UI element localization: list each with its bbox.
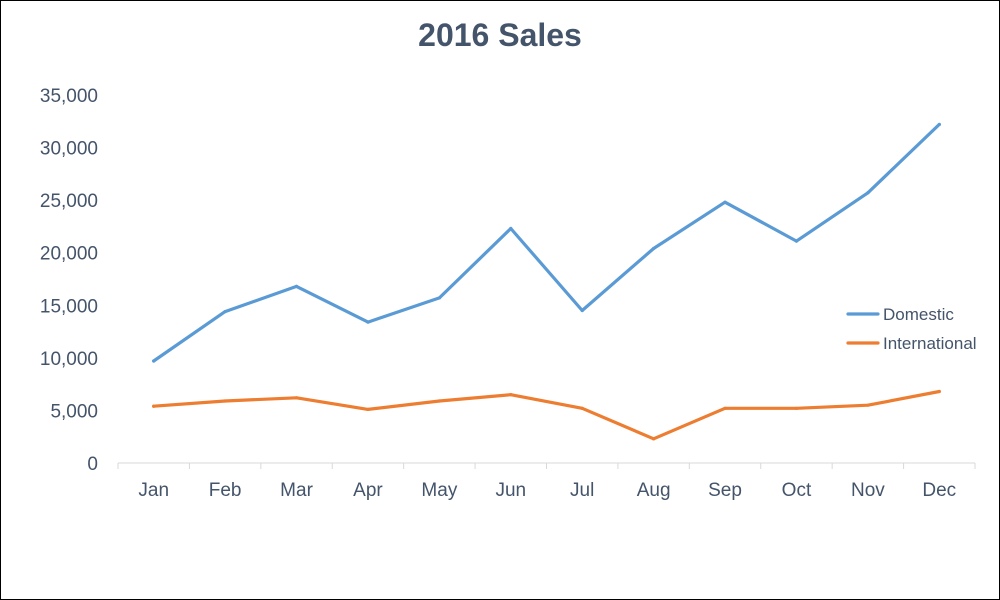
series-line-international <box>152 389 941 441</box>
y-tick-label: 20,000 <box>40 244 98 265</box>
y-tick-label: 35,000 <box>40 86 98 107</box>
x-tick-label: Sep <box>708 480 742 501</box>
data-point-domestic <box>580 308 584 313</box>
y-tick-label: 15,000 <box>40 296 98 317</box>
data-point-domestic <box>794 239 799 243</box>
data-point-domestic <box>723 200 727 204</box>
legend: Domestic International <box>846 305 977 353</box>
x-tick-label: Jan <box>138 480 169 501</box>
data-point-international <box>866 403 870 407</box>
series-line-domestic <box>152 122 941 363</box>
y-tick-label: 5,000 <box>50 401 98 422</box>
data-point-domestic <box>937 122 941 127</box>
data-point-international <box>437 399 441 403</box>
y-axis: 0 5,000 10,000 15,000 20,000 25,000 30,000 35,0… <box>40 86 98 475</box>
data-point-domestic <box>294 284 299 288</box>
data-point-domestic <box>652 246 656 251</box>
data-point-domestic <box>437 296 441 300</box>
data-point-international <box>223 399 227 403</box>
x-tick-label: Dec <box>922 480 956 501</box>
data-point-international <box>366 407 370 411</box>
data-point-international <box>580 406 584 410</box>
x-tick-label: Apr <box>353 480 383 501</box>
x-tick-label: Nov <box>851 480 885 501</box>
x-tick-label: Jul <box>570 480 594 501</box>
y-tick-label: 0 <box>87 454 98 475</box>
x-tick-label: Mar <box>280 480 313 501</box>
data-point-international <box>794 406 799 410</box>
y-tick-label: 10,000 <box>40 349 98 370</box>
data-point-international <box>937 389 941 394</box>
chart-title: 2016 Sales <box>418 17 582 53</box>
data-point-international <box>294 396 299 400</box>
data-point-domestic <box>866 191 870 195</box>
legend-label-international: International <box>883 334 977 353</box>
data-point-domestic <box>223 309 227 314</box>
series-layer <box>152 122 941 441</box>
x-axis: Jan Feb Mar Apr May Jun Jul Aug Sep Oct Nov Dec <box>117 462 976 501</box>
x-tick-label: Oct <box>782 480 812 501</box>
x-tick-label: Jun <box>495 480 526 501</box>
data-point-international <box>152 404 156 408</box>
data-point-international <box>723 406 727 410</box>
x-tick-label: May <box>421 480 457 501</box>
legend-label-domestic: Domestic <box>883 305 954 324</box>
data-point-domestic <box>509 226 513 231</box>
data-point-domestic <box>152 359 156 363</box>
x-tick-label: Aug <box>637 480 671 501</box>
x-tick-label: Feb <box>209 480 242 501</box>
data-point-domestic <box>366 320 370 324</box>
y-tick-label: 25,000 <box>40 191 98 212</box>
y-tick-label: 30,000 <box>40 139 98 160</box>
data-point-international <box>509 393 513 397</box>
data-point-international <box>652 437 656 441</box>
